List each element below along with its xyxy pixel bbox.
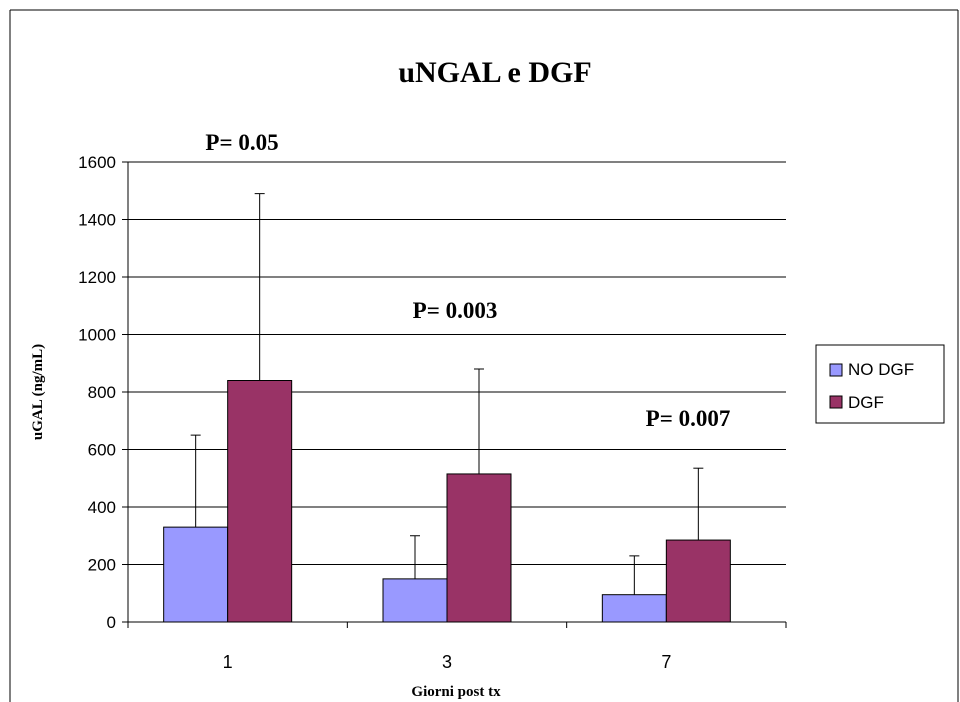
x-tick-label: 3 [442, 652, 452, 672]
bar-no-dgf [382, 578, 448, 623]
p-value-annotation: P= 0.003 [413, 298, 498, 323]
y-tick-label: 400 [88, 498, 116, 517]
legend-swatch-no-dgf [829, 363, 843, 377]
annotations: P= 0.05 P= 0.003 P= 0.007 [205, 130, 730, 431]
chart-title: uNGAL e DGF [398, 56, 591, 89]
p-value-annotation: P= 0.007 [646, 406, 731, 431]
legend: NO DGF DGF [815, 344, 945, 424]
bar-no-dgf [163, 526, 229, 623]
legend-box [815, 344, 945, 424]
y-tick-label: 1400 [78, 211, 116, 230]
y-tick-label: 1600 [78, 153, 116, 172]
y-tick-label: 0 [107, 613, 116, 632]
y-tick-labels: 0 200 400 600 800 1000 1200 1400 1600 [78, 153, 116, 632]
y-tick-label: 600 [88, 441, 116, 460]
x-tick-labels: 1 3 7 [223, 652, 672, 672]
bar-dgf [446, 473, 512, 623]
bars [163, 380, 731, 623]
p-value-annotation: P= 0.05 [205, 130, 278, 155]
bar-dgf [227, 380, 293, 623]
legend-label-no-dgf: NO DGF [848, 360, 914, 379]
legend-label-dgf: DGF [848, 393, 884, 412]
y-tick-label: 200 [88, 556, 116, 575]
y-tick-label: 1200 [78, 268, 116, 287]
axes [122, 161, 787, 628]
y-tick-label: 800 [88, 383, 116, 402]
title-crop [602, 50, 642, 95]
bar-dgf [665, 539, 731, 623]
bar-no-dgf [601, 594, 667, 623]
legend-swatch-dgf [829, 395, 843, 409]
x-tick-label: 7 [661, 652, 671, 672]
error-bars [190, 193, 704, 595]
x-tick-label: 1 [223, 652, 233, 672]
y-axis-label: uGAL (ng/mL) [30, 344, 46, 440]
x-axis-label: Giorni post tx [411, 684, 501, 700]
y-tick-label: 1000 [78, 326, 116, 345]
